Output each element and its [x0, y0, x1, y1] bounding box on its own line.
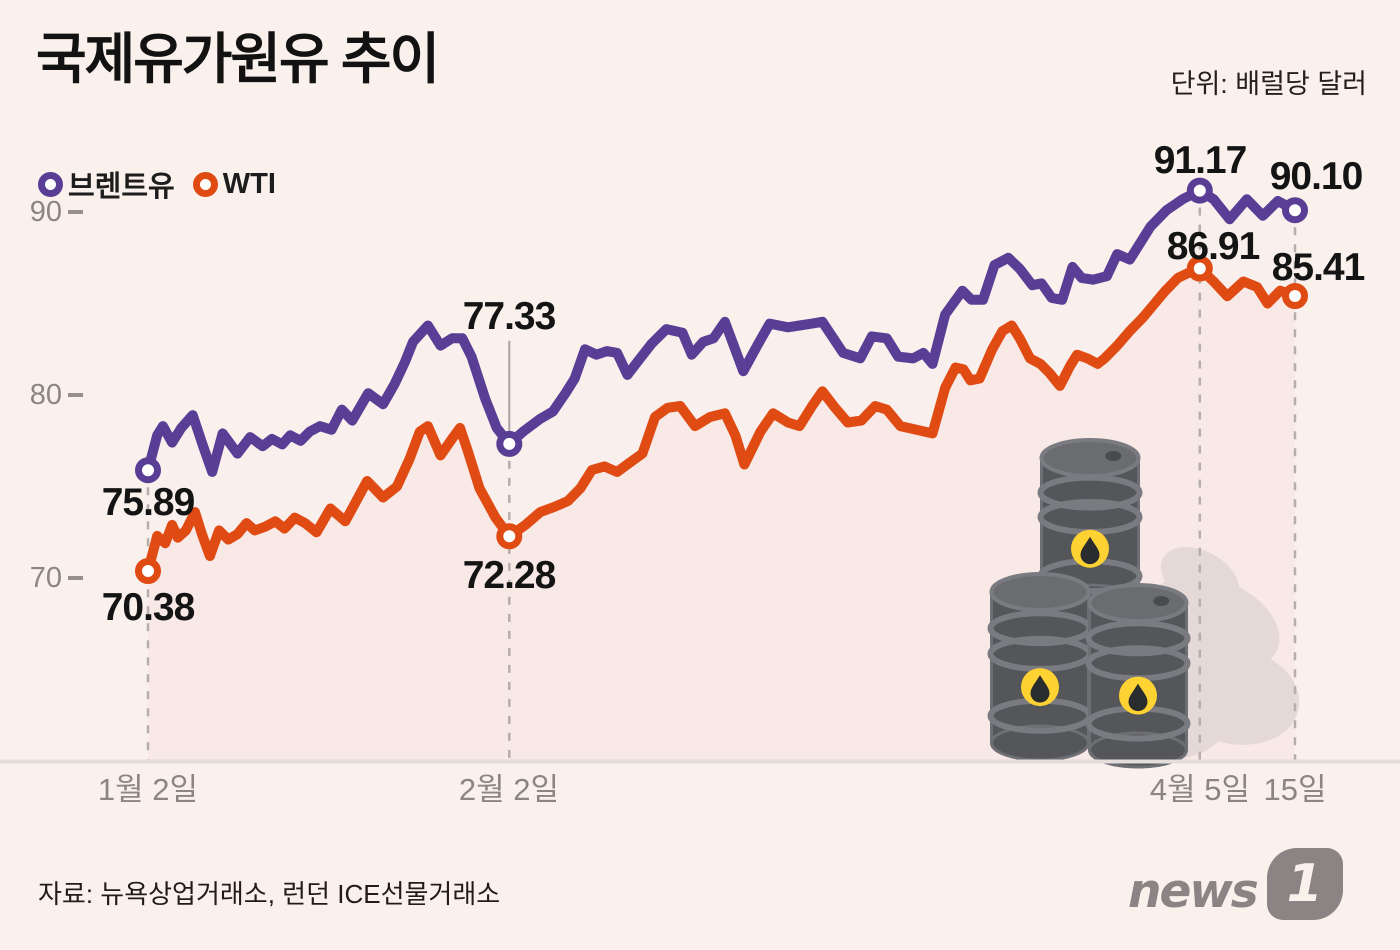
y-axis-tick: [68, 576, 83, 580]
x-axis-line: [0, 759, 1400, 764]
data-label-70.38: 70.38: [101, 586, 196, 629]
brent-legend-label: 브렌트유: [68, 171, 175, 203]
news1-logo-text: news: [1128, 864, 1259, 919]
y-axis-tick: [68, 210, 83, 214]
x-axis-label: 15일: [1263, 772, 1327, 807]
oil-barrel: [987, 572, 1093, 762]
y-axis-label: 90: [29, 196, 62, 228]
data-label-77.33: 77.33: [462, 295, 557, 338]
data-point-marker: [496, 430, 523, 457]
x-axis-label: 2월 2일: [458, 772, 560, 807]
data-point-marker: [1186, 255, 1213, 282]
legend: 브렌트유 WTI: [38, 163, 294, 205]
data-label-85.41: 85.41: [1271, 246, 1366, 289]
oil-barrel: [1085, 583, 1191, 769]
data-point-marker: [1186, 177, 1213, 204]
data-point-marker: [1282, 197, 1308, 224]
page-title: 국제유가원유 추이: [36, 28, 440, 90]
oil-barrels-illustration: [987, 438, 1191, 769]
data-point-marker: [1282, 283, 1308, 309]
brent-line: [143, 185, 1300, 477]
y-axis-label: 70: [29, 562, 62, 594]
news1-logo: news 1: [1128, 848, 1343, 920]
wti-legend-ring-icon: [192, 171, 218, 197]
data-point-marker: [135, 558, 161, 584]
unit-label: 단위: 배럴당 달러: [1170, 69, 1367, 99]
x-axis-label: 4월 5일: [1149, 772, 1251, 807]
oil-barrel: [1037, 438, 1143, 621]
source-label: 자료: 뉴욕상업거래소, 런던 ICE선물거래소: [38, 879, 501, 909]
data-label-72.28: 72.28: [462, 554, 557, 597]
data-label-86.91: 86.91: [1166, 225, 1261, 268]
wti-legend-label: WTI: [222, 167, 276, 200]
data-label-91.17: 91.17: [1153, 139, 1248, 182]
wti-line: [143, 263, 1300, 576]
x-axis-label: 1월 2일: [97, 772, 199, 807]
data-label-90.10: 90.10: [1269, 155, 1364, 198]
data-label-75.89: 75.89: [101, 481, 196, 524]
news1-logo-box: 1: [1266, 848, 1343, 920]
y-axis-label: 80: [29, 379, 62, 411]
y-axis-tick: [68, 393, 83, 397]
data-point-marker: [135, 457, 161, 484]
news1-logo-number: 1: [1286, 854, 1323, 914]
data-point-marker: [496, 523, 523, 550]
brent-legend-ring-icon: [38, 171, 63, 197]
